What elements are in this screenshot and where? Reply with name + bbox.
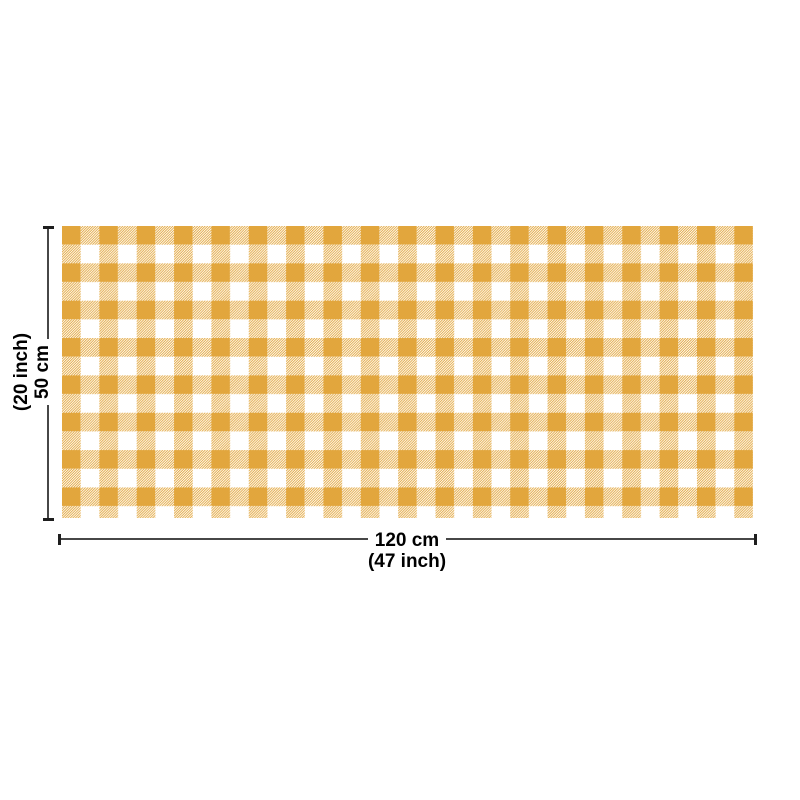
- width-dimension-cap-left: [58, 534, 61, 545]
- width-dimension-cap-right: [754, 534, 757, 545]
- width-dimension-label: 120 cm (47 inch): [368, 530, 446, 572]
- height-label-inch: (20 inch): [11, 332, 32, 412]
- height-dimension-label: (20 inch) 50 cm: [11, 333, 53, 411]
- width-label-inch: (47 inch): [367, 551, 447, 572]
- height-dimension-line-lower: [47, 405, 49, 519]
- height-dimension-line-upper: [47, 227, 49, 339]
- width-dimension-line-right: [446, 538, 757, 540]
- height-dimension-cap-top: [43, 226, 54, 229]
- fabric-swatch: [62, 226, 753, 518]
- width-label-cm: 120 cm: [374, 530, 440, 551]
- height-dimension-cap-bottom: [43, 518, 54, 521]
- width-dimension-line-left: [59, 538, 368, 540]
- height-label-cm: 50 cm: [32, 345, 53, 399]
- gingham-pattern-fill: [62, 226, 753, 518]
